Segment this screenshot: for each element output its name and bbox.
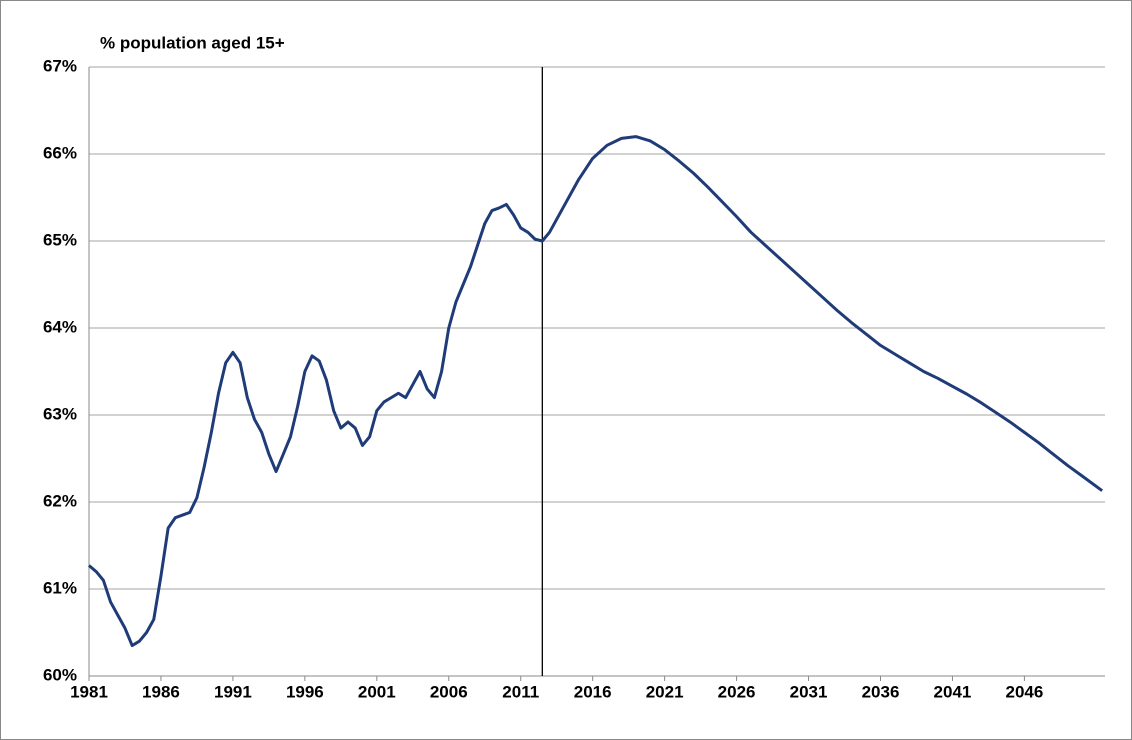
x-tick-label: 2016	[574, 682, 612, 701]
x-tick-label: 2041	[934, 682, 972, 701]
x-tick-label: 2046	[1005, 682, 1043, 701]
y-tick-label: 62%	[43, 491, 77, 510]
y-tick-label: 61%	[43, 578, 77, 597]
y-tick-label: 63%	[43, 404, 77, 423]
x-tick-label: 2021	[646, 682, 684, 701]
y-tick-label: 64%	[43, 317, 77, 336]
y-tick-label: 65%	[43, 230, 77, 249]
x-tick-label: 2026	[718, 682, 756, 701]
x-tick-label: 1986	[142, 682, 180, 701]
x-tick-label: 2031	[790, 682, 828, 701]
x-tick-label: 1991	[214, 682, 252, 701]
x-tick-label: 1981	[70, 682, 108, 701]
y-tick-label: 60%	[43, 665, 77, 684]
x-tick-label: 2001	[358, 682, 396, 701]
x-tick-label: 1996	[286, 682, 324, 701]
x-tick-label: 2006	[430, 682, 468, 701]
x-tick-label: 2036	[862, 682, 900, 701]
chart-title: % population aged 15+	[100, 33, 285, 52]
y-tick-label: 66%	[43, 143, 77, 162]
y-tick-label: 67%	[43, 56, 77, 75]
line-series	[88, 135, 1104, 648]
x-tick-label: 2011	[502, 682, 539, 701]
